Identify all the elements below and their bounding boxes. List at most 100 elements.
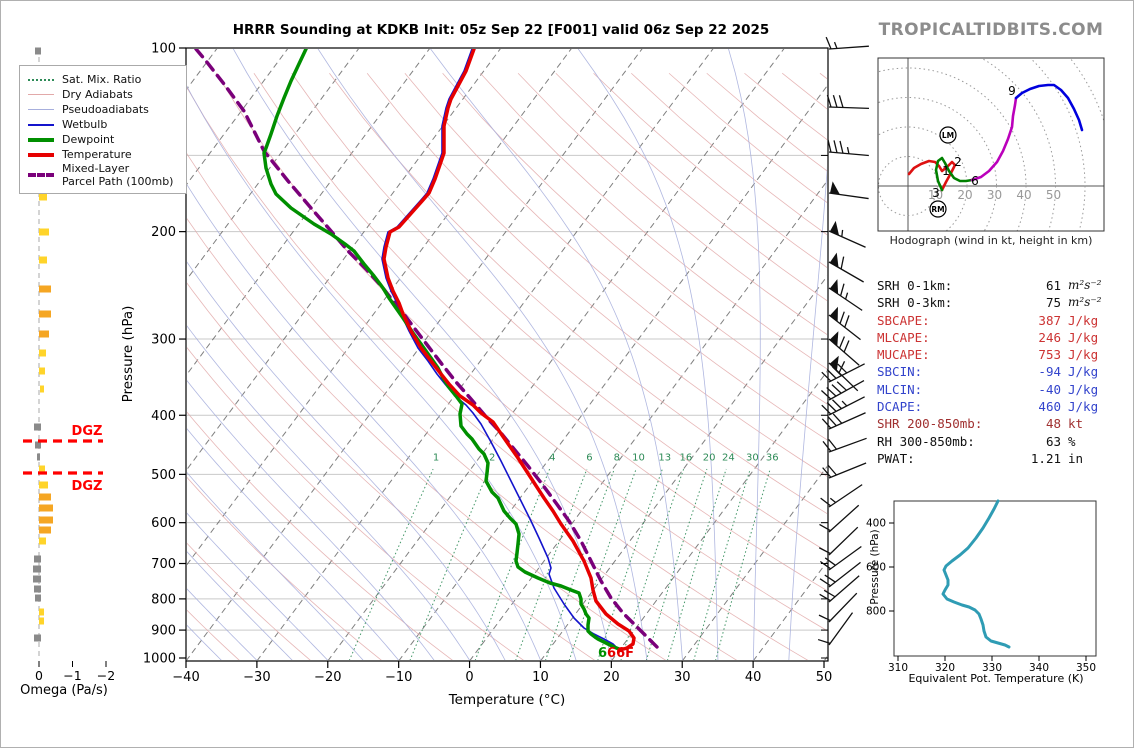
mixing-ratio-line <box>568 468 637 660</box>
hodograph-ring <box>878 67 1027 231</box>
omega-tick-label: 0 <box>35 668 43 683</box>
pressure-tick-label: 300 <box>151 333 176 348</box>
temperature-curve <box>382 49 636 652</box>
omega-bar <box>39 481 48 489</box>
wind-barb <box>818 526 859 556</box>
isotherm-line <box>540 275 827 660</box>
wetbulb-swatch-icon <box>28 123 54 126</box>
pseudo-swatch-icon <box>28 109 54 110</box>
wind-barb <box>821 396 865 416</box>
wind-barb <box>819 545 862 571</box>
legend: Sat. Mix. Ratio Dry Adiabats Pseudoadiabat… <box>19 65 187 194</box>
pressure-tick-label: 600 <box>151 516 176 531</box>
stat-label: SRH 0-3km: <box>877 295 953 311</box>
isotherm-line <box>469 180 827 660</box>
omega-bar <box>39 349 46 357</box>
dry-adiabat-line <box>517 72 827 335</box>
dry-adiabat-line <box>480 72 827 370</box>
temperature-tick-label: 0 <box>465 670 473 685</box>
wind-barb <box>828 279 863 311</box>
stat-row: MLCAPE: 246 J/kg <box>877 329 1113 346</box>
mixing-ratio-label: 6 <box>586 452 592 463</box>
mixing-ratio-label: 20 <box>703 452 716 463</box>
pseudoadiabat-line <box>187 428 399 660</box>
thetae-y-tick-label: 800 <box>866 606 886 618</box>
temperature-tick-label: −40 <box>172 670 199 685</box>
hodograph-ring-label: 50 <box>1046 188 1061 202</box>
legend-item-label: Pseudoadiabats <box>62 103 149 116</box>
omega-bar <box>39 465 45 473</box>
stat-row: SRH 0-1km: 61 m²s⁻² <box>877 277 1113 294</box>
pseudoadiabat-line <box>232 49 612 660</box>
hodograph-ring <box>878 97 997 231</box>
temperature-tick-label: 20 <box>603 670 620 685</box>
pseudoadiabat-line <box>430 49 683 660</box>
pressure-tick-label: 100 <box>151 42 176 57</box>
stat-row: SRH 0-3km: 75 m²s⁻² <box>877 294 1113 311</box>
omega-bar <box>40 385 44 393</box>
thetae-x-axis-title: Equivalent Pot. Temperature (K) <box>908 672 1084 685</box>
pressure-tick-label: 900 <box>151 624 176 639</box>
omega-bar <box>39 228 49 236</box>
omega-bar <box>37 453 40 461</box>
hodograph-ring <box>980 58 1056 231</box>
stat-row: MLCIN: -40 J/kg <box>877 381 1113 398</box>
dry-adiabat-line <box>187 86 809 660</box>
temperature-tick-label: −20 <box>314 670 341 685</box>
mixing-ratio-label: 30 <box>746 452 759 463</box>
dry-adiabat-line <box>366 73 827 477</box>
omega-bar <box>39 493 51 501</box>
pseudoadiabat-line <box>187 551 293 660</box>
hodograph-ring-label: 10 <box>928 188 943 202</box>
page-title: HRRR Sounding at KDKB Init: 05z Sep 22 [… <box>232 22 770 38</box>
mixing-ratio-line <box>645 468 708 660</box>
pseudoadiabat-line <box>187 85 577 660</box>
stat-value: 48 <box>1045 416 1061 432</box>
isotherm-line <box>187 49 430 376</box>
wind-barb <box>819 575 860 603</box>
hodograph-trace-green <box>934 156 974 192</box>
wind-barb <box>828 220 866 248</box>
omega-bar <box>33 565 41 573</box>
omega-tick-label: −2 <box>97 668 115 683</box>
stat-unit: % <box>1068 433 1076 449</box>
mixing-ratio-label: 4 <box>549 452 555 463</box>
omega-bar <box>34 585 41 593</box>
stat-row: DCAPE: 460 J/kg <box>877 398 1113 415</box>
stat-unit: J/kg <box>1068 329 1099 345</box>
omega-axis-title: Omega (Pa/s) <box>20 683 108 698</box>
isotherm-line <box>257 49 714 660</box>
brand-logo: TROPICALTIDBITS.COM <box>878 20 1104 40</box>
omega-bar <box>39 516 53 524</box>
hodograph-ring <box>878 126 968 231</box>
pressure-tick-label: 1000 <box>143 652 176 667</box>
stat-label: SBCAPE: <box>877 312 930 328</box>
temperature-tick-label: 50 <box>816 670 833 685</box>
legend-item-mixratio: Sat. Mix. Ratio <box>28 72 180 87</box>
mixing-ratio-label: 1 <box>433 452 439 463</box>
mixing-ratio-line <box>474 468 551 660</box>
stat-unit: m²s⁻² <box>1068 278 1102 292</box>
legend-item-label: Temperature <box>62 148 132 161</box>
isotherm-line <box>187 49 572 566</box>
mixing-ratio-line <box>348 468 434 660</box>
wind-barb <box>817 612 854 646</box>
dry-adiabat-line <box>442 72 827 405</box>
omega-bar <box>39 310 51 318</box>
mixing-ratio-label: 8 <box>614 452 620 463</box>
wind-barb <box>822 437 867 453</box>
mixratio-swatch-icon <box>28 78 54 81</box>
dry-adiabat-line <box>329 73 827 515</box>
legend-item-parcel: Mixed-Layer Parcel Path (100mb) <box>28 162 180 188</box>
hodograph-trace-blue <box>1014 83 1084 132</box>
stat-unit: J/kg <box>1068 381 1099 397</box>
dry-adiabat-line <box>187 542 311 660</box>
legend-item-label: Wetbulb <box>62 118 108 131</box>
stat-label: SHR 200-850mb: <box>877 416 983 432</box>
pseudoadiabat-line <box>187 380 435 660</box>
stat-unit: m²s⁻² <box>1068 295 1102 310</box>
dgz-label: DGZ <box>72 479 103 494</box>
pseudoadiabat-line <box>788 166 827 660</box>
